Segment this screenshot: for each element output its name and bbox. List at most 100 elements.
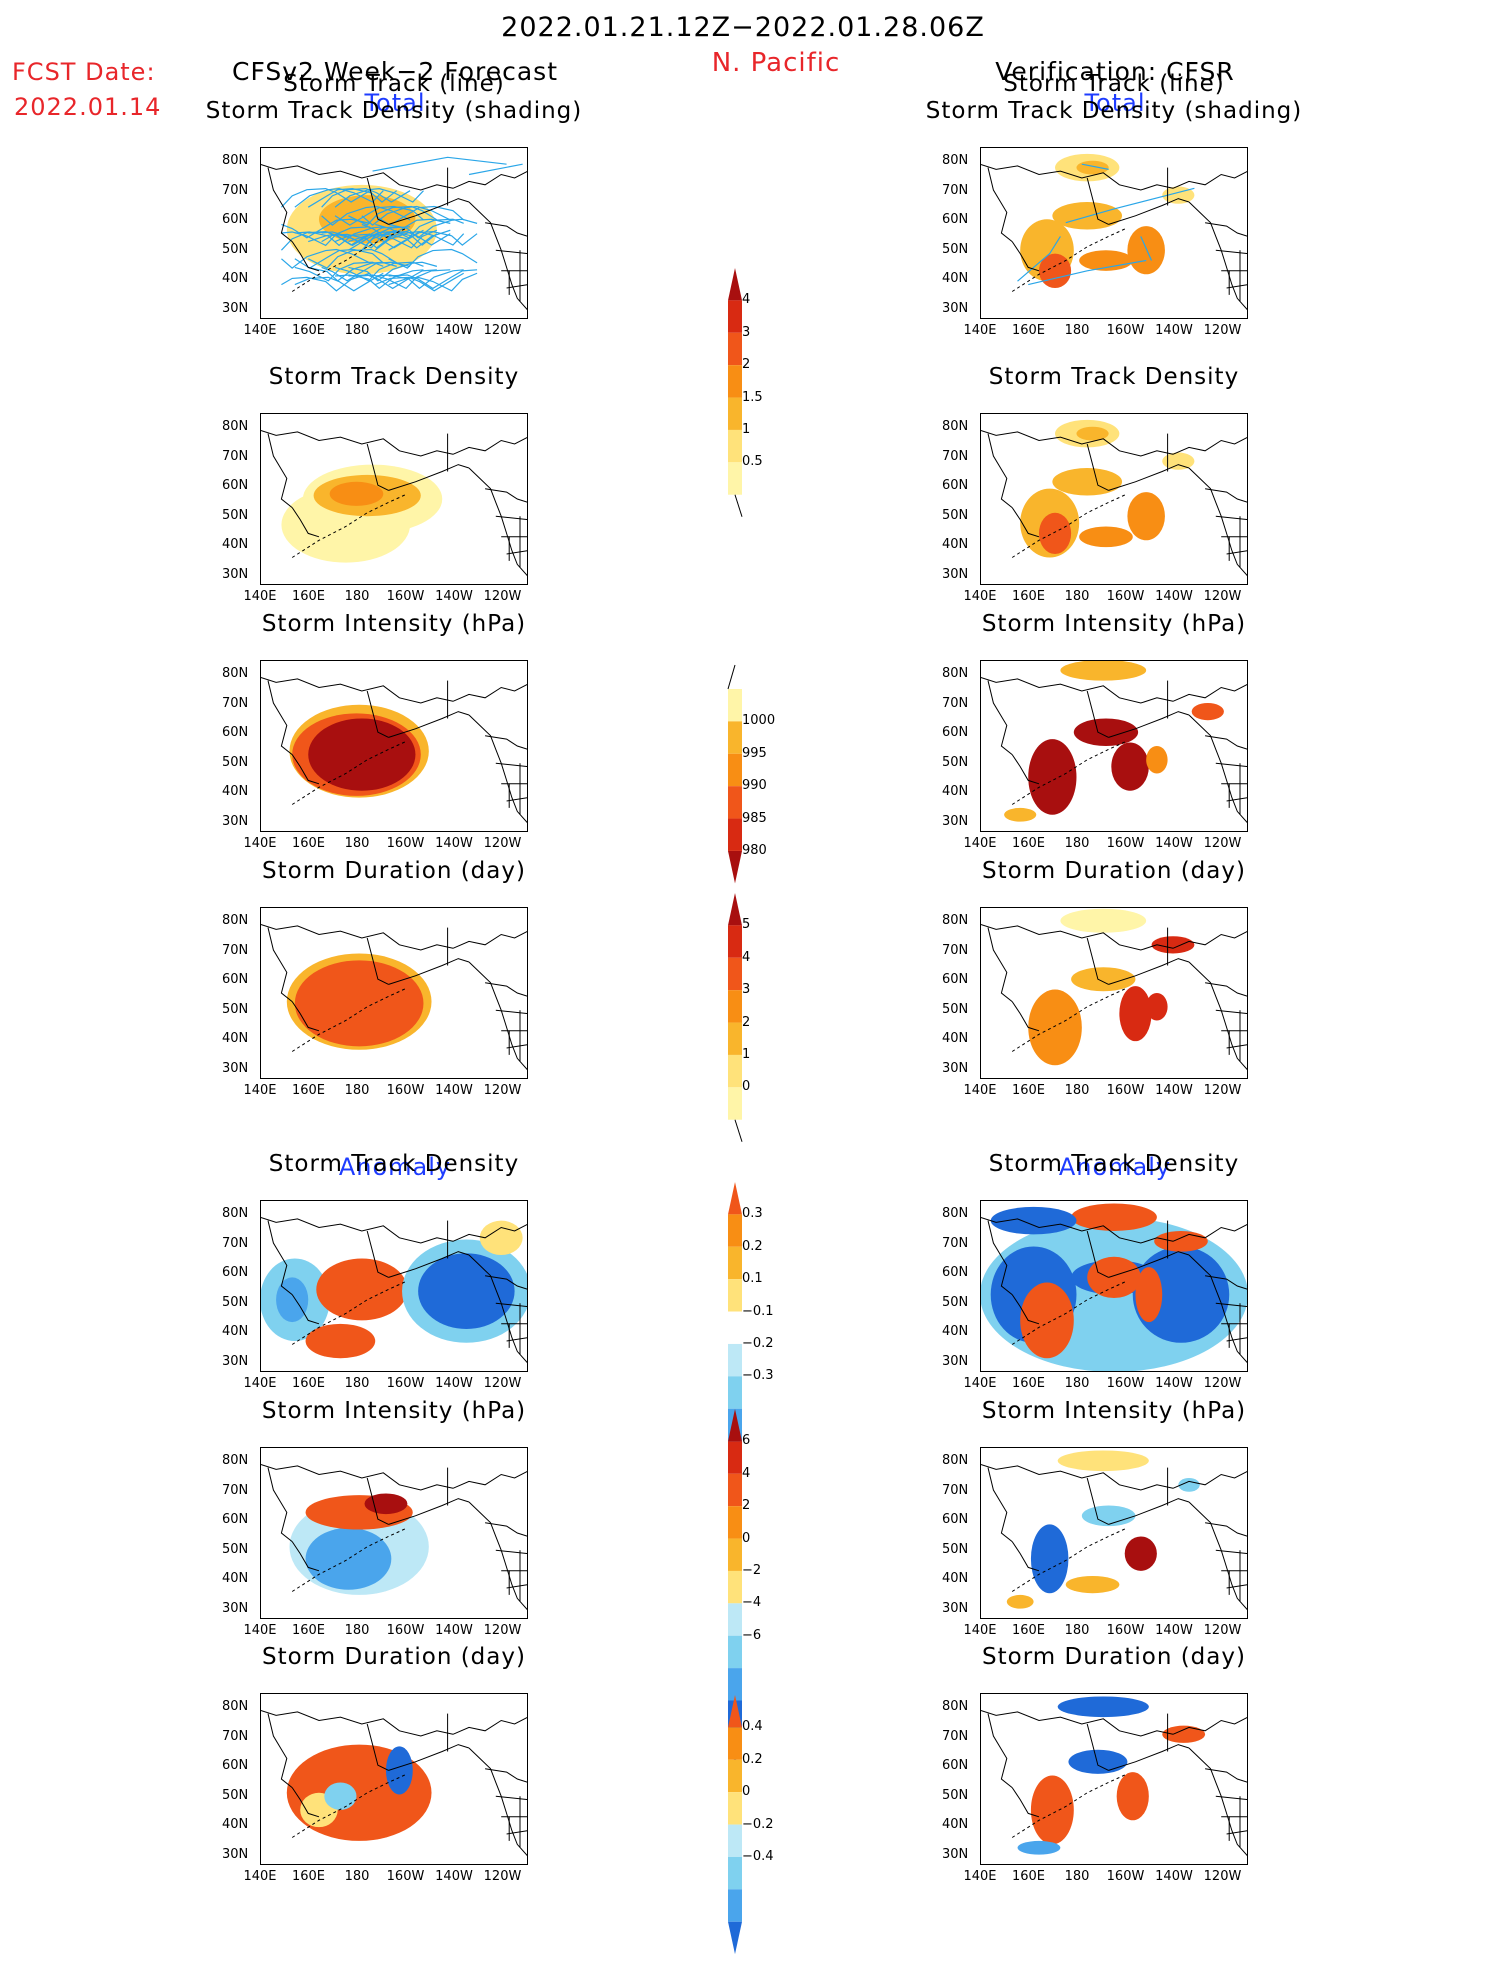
storm-track-lines (1017, 163, 1195, 286)
colorbar-tick-label: −4 (742, 1595, 762, 1611)
colorbar-segment (728, 990, 743, 1023)
lat-tick-label: 60N (942, 1758, 969, 1773)
lat-tick-label: 50N (222, 1787, 249, 1803)
left-total-label: Total (364, 89, 426, 117)
lat-tick-label: 50N (942, 1294, 969, 1310)
lon-tick-label: 140W (1155, 1083, 1193, 1098)
lat-tick-label: 60N (942, 1265, 969, 1280)
colorbar-segment (728, 1506, 743, 1539)
coastline (260, 429, 528, 577)
shaded-region (1065, 1576, 1120, 1594)
lat-tick-label: 60N (942, 1512, 969, 1527)
shaded-region (479, 1220, 523, 1256)
lon-tick-label: 140E (963, 1376, 997, 1391)
colorbar-segment (728, 1311, 743, 1344)
lat-tick-label: 60N (222, 1265, 249, 1280)
panel-title: Storm Track Density (shading) (205, 98, 583, 124)
coastline (980, 163, 1248, 311)
shaded-region (1030, 1775, 1074, 1845)
lon-tick-label: 120W (483, 1083, 522, 1098)
lon-tick-label: 140W (435, 1083, 473, 1098)
panel-title: Storm Duration (day) (982, 858, 1246, 884)
shaded-region (1006, 1594, 1034, 1609)
region-label: N. Pacific (711, 48, 841, 78)
shaded-region (1068, 1749, 1128, 1774)
panel-title: Storm Duration (day) (982, 1644, 1246, 1670)
lat-tick-label: 80N (222, 666, 249, 681)
lat-tick-label: 70N (222, 1235, 249, 1251)
shaded-region (1162, 1725, 1206, 1743)
shaded-region (1081, 1505, 1136, 1527)
coastline (260, 676, 528, 824)
lat-tick-label: 40N (222, 1571, 249, 1586)
lon-tick-label: 180 (344, 323, 370, 338)
shaded-region (1038, 512, 1072, 555)
colorbar-segment (728, 1570, 743, 1604)
lon-tick-label: 120W (483, 836, 522, 851)
lon-tick-label: 120W (1203, 1623, 1242, 1638)
lat-tick-label: 40N (942, 784, 969, 799)
lon-tick-label: 160W (386, 1376, 425, 1391)
shaded-region (1154, 1230, 1208, 1252)
lat-tick-label: 80N (222, 419, 249, 434)
colorbar-tick-label: 5 (742, 917, 751, 933)
shaded-region (1162, 452, 1195, 470)
colorbar-tick-label: 2 (742, 1014, 751, 1030)
lat-tick-label: 80N (942, 913, 969, 928)
left-track-map (260, 147, 528, 319)
lat-tick-label: 50N (222, 241, 249, 257)
shaded-region (1028, 989, 1082, 1066)
lon-tick-label: 160W (386, 836, 425, 851)
colorbar-tick-label: 0.2 (742, 1751, 763, 1767)
colorbar-tick-label: 1 (742, 1046, 751, 1062)
lon-tick-label: 140E (243, 836, 277, 851)
lon-tick-label: 160W (1106, 1376, 1145, 1391)
colorbar-tick-label: −0.1 (742, 1303, 774, 1319)
lon-tick-label: 160W (1106, 1869, 1145, 1884)
lon-tick-label: 180 (1064, 1869, 1090, 1884)
colorbar-segment (728, 1635, 743, 1669)
lat-tick-label: 70N (942, 1235, 969, 1251)
lon-tick-label: 160W (386, 323, 425, 338)
colorbar-tick-label: 4 (742, 949, 751, 965)
colorbar-tick-label: 1000 (742, 713, 776, 729)
left-anomaly-label: Anomaly (338, 1153, 452, 1181)
lat-tick-label: 40N (222, 1031, 249, 1046)
colorbar-tick-label: 4 (742, 1465, 751, 1481)
lat-tick-label: 50N (222, 754, 249, 770)
lat-tick-label: 80N (942, 419, 969, 434)
lat-tick-label: 30N (942, 1600, 969, 1616)
lat-tick-label: 70N (222, 1728, 249, 1744)
lat-tick-label: 30N (222, 1353, 249, 1369)
lat-tick-label: 70N (222, 1482, 249, 1498)
colorbar-intensity-total (727, 664, 743, 884)
coastline (980, 676, 1248, 824)
coastline (980, 1463, 1248, 1611)
shaded-region (1060, 908, 1147, 933)
lon-tick-label: 160E (291, 1376, 326, 1391)
lat-tick-label: 40N (222, 1817, 249, 1832)
panel-title: Storm Intensity (hPa) (261, 1398, 527, 1424)
colorbar-tick-label: 980 (742, 842, 767, 858)
left-duration-anom-map (260, 1693, 528, 1865)
colorbar-segment (728, 429, 743, 463)
lat-tick-label: 50N (942, 754, 969, 770)
shaded-region (1116, 1772, 1149, 1821)
lon-tick-label: 180 (1064, 1376, 1090, 1391)
coastline (980, 429, 1248, 577)
lon-tick-label: 140E (243, 1869, 277, 1884)
coastline (260, 1463, 528, 1611)
colorbar-segment (728, 1727, 743, 1760)
colorbar-tick-label: 995 (742, 745, 767, 761)
shaded-region (1052, 468, 1123, 496)
colorbar-segment (728, 1889, 743, 1922)
lon-tick-label: 180 (1064, 1623, 1090, 1638)
shaded-region (324, 1782, 357, 1810)
colorbar-tick-label: −0.2 (742, 1816, 774, 1832)
lat-tick-label: 60N (942, 478, 969, 493)
shaded-region (1191, 703, 1224, 721)
colorbar-segment (728, 1279, 743, 1312)
lon-tick-label: 180 (344, 1376, 370, 1391)
lat-tick-label: 40N (942, 1324, 969, 1339)
colorbar-tick-label: −2 (742, 1562, 762, 1578)
